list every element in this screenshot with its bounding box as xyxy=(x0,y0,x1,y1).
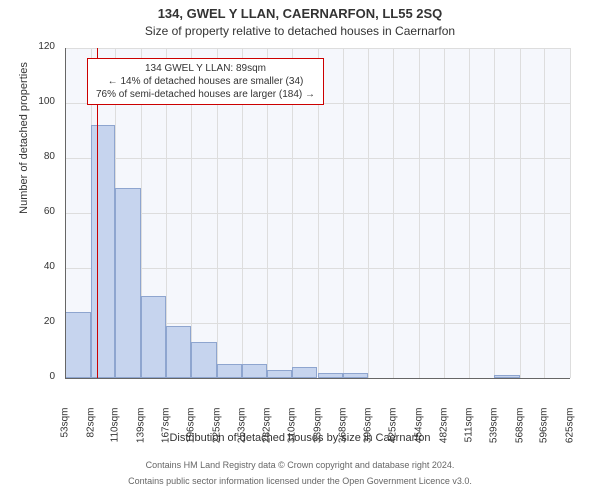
x-axis-label: Distribution of detached houses by size … xyxy=(0,432,600,444)
gridline-vertical xyxy=(544,48,545,378)
xtick-label: 596sqm xyxy=(539,408,550,452)
xtick-label: 282sqm xyxy=(262,408,273,452)
histogram-bar xyxy=(115,188,141,378)
annotation-line: ← 14% of detached houses are smaller (34… xyxy=(96,75,315,88)
gridline-vertical xyxy=(343,48,344,378)
page-subtitle: Size of property relative to detached ho… xyxy=(0,24,600,38)
xtick-label: 139sqm xyxy=(135,408,146,452)
gridline-vertical xyxy=(368,48,369,378)
gridline-vertical xyxy=(444,48,445,378)
xtick-label: 396sqm xyxy=(362,408,373,452)
gridline-vertical xyxy=(494,48,495,378)
histogram-bar xyxy=(242,364,268,378)
y-axis-line xyxy=(65,48,66,378)
xtick-label: 82sqm xyxy=(85,408,96,452)
ytick-label: 0 xyxy=(0,371,55,382)
histogram-bar xyxy=(65,312,91,378)
footer-line-2: Contains public sector information licen… xyxy=(0,476,600,486)
xtick-label: 425sqm xyxy=(388,408,399,452)
ytick-label: 20 xyxy=(0,316,55,327)
xtick-label: 53sqm xyxy=(60,408,71,452)
xtick-label: 454sqm xyxy=(414,408,425,452)
xtick-label: 225sqm xyxy=(211,408,222,452)
xtick-label: 167sqm xyxy=(160,408,171,452)
xtick-label: 482sqm xyxy=(438,408,449,452)
xtick-label: 568sqm xyxy=(514,408,525,452)
gridline-vertical xyxy=(469,48,470,378)
histogram-bar xyxy=(217,364,242,378)
annotation-box: 134 GWEL Y LLAN: 89sqm← 14% of detached … xyxy=(87,58,324,105)
histogram-bar xyxy=(191,342,217,378)
annotation-line: 76% of semi-detached houses are larger (… xyxy=(96,88,315,101)
xtick-label: 253sqm xyxy=(236,408,247,452)
annotation-line: 134 GWEL Y LLAN: 89sqm xyxy=(96,62,315,75)
gridline-vertical xyxy=(520,48,521,378)
gridline-vertical xyxy=(393,48,394,378)
xtick-label: 368sqm xyxy=(338,408,349,452)
xtick-label: 539sqm xyxy=(489,408,500,452)
gridline-vertical xyxy=(570,48,571,378)
xtick-label: 339sqm xyxy=(312,408,323,452)
xtick-label: 625sqm xyxy=(565,408,576,452)
xtick-label: 511sqm xyxy=(464,408,475,452)
histogram-bar xyxy=(166,326,192,378)
y-axis-label: Number of detached properties xyxy=(18,0,30,303)
xtick-label: 196sqm xyxy=(186,408,197,452)
histogram-bar xyxy=(91,125,116,378)
gridline-vertical xyxy=(419,48,420,378)
page-title: 134, GWEL Y LLAN, CAERNARFON, LL55 2SQ xyxy=(0,6,600,21)
x-axis-line xyxy=(65,378,570,379)
histogram-bar xyxy=(141,296,166,379)
footer-line-1: Contains HM Land Registry data © Crown c… xyxy=(0,460,600,470)
histogram-bar xyxy=(267,370,292,378)
xtick-label: 310sqm xyxy=(286,408,297,452)
xtick-label: 110sqm xyxy=(110,408,121,452)
histogram-bar xyxy=(292,367,318,378)
